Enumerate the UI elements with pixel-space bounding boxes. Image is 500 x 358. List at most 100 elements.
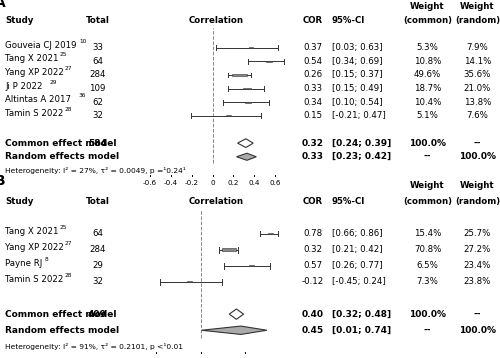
Text: (common): (common) [403, 197, 452, 206]
Text: COR: COR [302, 197, 322, 206]
Bar [243, 88, 251, 90]
Text: 100.0%: 100.0% [459, 152, 496, 161]
Text: 10: 10 [79, 39, 86, 44]
Text: Random effects model: Random effects model [5, 152, 119, 161]
Text: 64: 64 [92, 229, 103, 238]
Text: 584: 584 [88, 139, 107, 147]
Text: 7.3%: 7.3% [416, 277, 438, 286]
Text: Yang XP 2022: Yang XP 2022 [5, 243, 64, 252]
Text: 13.8%: 13.8% [464, 98, 491, 107]
Text: 25: 25 [59, 53, 66, 58]
Text: 62: 62 [92, 98, 103, 107]
Text: 5.1%: 5.1% [416, 111, 438, 120]
Text: [0.66; 0.86]: [0.66; 0.86] [332, 229, 382, 238]
Text: 409: 409 [88, 310, 107, 319]
Text: -0.6: -0.6 [143, 180, 158, 186]
Text: 95%-CI: 95%-CI [332, 16, 365, 25]
Text: 0.37: 0.37 [303, 43, 322, 52]
Text: Weight: Weight [410, 2, 445, 11]
Text: 25.7%: 25.7% [464, 229, 491, 238]
Text: 0.2: 0.2 [228, 180, 239, 186]
Text: [0.26; 0.77]: [0.26; 0.77] [332, 261, 382, 270]
Text: 36: 36 [79, 93, 86, 98]
Text: Tamin S 2022: Tamin S 2022 [5, 275, 64, 284]
Text: Heterogeneity: I² = 27%, τ² = 0.0049, p =¹0.24¹: Heterogeneity: I² = 27%, τ² = 0.0049, p … [5, 167, 186, 174]
Text: 0.57: 0.57 [303, 261, 322, 270]
Bar [188, 281, 192, 282]
Text: 33: 33 [92, 43, 103, 52]
Text: 0.78: 0.78 [303, 229, 322, 238]
Text: Tang X 2021: Tang X 2021 [5, 227, 59, 236]
Polygon shape [238, 139, 253, 147]
Text: Total: Total [86, 16, 110, 25]
Text: Gouveia CJ 2019: Gouveia CJ 2019 [5, 41, 76, 50]
Text: Payne RJ: Payne RJ [5, 259, 42, 268]
Text: [0.34; 0.69]: [0.34; 0.69] [332, 57, 382, 66]
Text: Total: Total [86, 197, 110, 206]
Text: 7.9%: 7.9% [466, 43, 488, 52]
Text: 29: 29 [92, 261, 103, 270]
Text: Tamin S 2022: Tamin S 2022 [5, 109, 64, 118]
Text: 70.8%: 70.8% [414, 245, 441, 254]
Text: 95%-CI: 95%-CI [332, 197, 365, 206]
Text: 0.54: 0.54 [303, 57, 322, 66]
Text: Weight: Weight [460, 2, 495, 11]
Text: 64: 64 [92, 57, 103, 66]
Text: 28: 28 [64, 273, 72, 278]
Text: 23.8%: 23.8% [464, 277, 491, 286]
Text: [0.23; 0.42]: [0.23; 0.42] [332, 152, 390, 161]
Text: B: B [0, 174, 6, 188]
Text: [0.03; 0.63]: [0.03; 0.63] [332, 43, 382, 52]
Text: 18.7%: 18.7% [414, 84, 441, 93]
Text: 284: 284 [89, 71, 106, 79]
Text: 14.1%: 14.1% [464, 57, 491, 66]
Text: Random effects model: Random effects model [5, 326, 119, 335]
Text: 21.0%: 21.0% [464, 84, 491, 93]
Polygon shape [202, 326, 267, 334]
Bar [249, 47, 254, 48]
Text: 28: 28 [64, 107, 72, 112]
Bar [250, 265, 254, 266]
Text: 10.8%: 10.8% [414, 57, 441, 66]
Text: 0.32: 0.32 [302, 139, 324, 147]
Text: 100.0%: 100.0% [409, 139, 446, 147]
Text: Weight: Weight [460, 181, 495, 190]
Text: 29: 29 [50, 80, 57, 85]
Text: 15.4%: 15.4% [414, 229, 441, 238]
Text: Common effect model: Common effect model [5, 139, 116, 147]
Text: Tang X 2021: Tang X 2021 [5, 54, 59, 63]
Text: (random): (random) [455, 16, 500, 25]
Text: 8: 8 [44, 257, 48, 262]
Text: (random): (random) [455, 197, 500, 206]
Text: Weight: Weight [410, 181, 445, 190]
Text: --: -- [474, 139, 481, 147]
Text: Study: Study [5, 197, 34, 206]
Text: Correlation: Correlation [189, 16, 244, 25]
Text: 32: 32 [92, 277, 103, 286]
Bar [226, 115, 230, 116]
Text: 109: 109 [90, 84, 106, 93]
Text: 0.34: 0.34 [303, 98, 322, 107]
Text: 32: 32 [92, 111, 103, 120]
Text: Heterogeneity: I² = 91%, τ² = 0.2101, p <¹0.01: Heterogeneity: I² = 91%, τ² = 0.2101, p … [5, 343, 183, 350]
Text: 23.4%: 23.4% [464, 261, 491, 270]
Text: 100.0%: 100.0% [409, 310, 446, 319]
Polygon shape [229, 309, 244, 319]
Text: --: -- [424, 152, 431, 161]
Text: 0.32: 0.32 [303, 245, 322, 254]
Text: A: A [0, 0, 6, 10]
Text: 7.6%: 7.6% [466, 111, 488, 120]
Text: [0.01; 0.74]: [0.01; 0.74] [332, 326, 390, 335]
Text: Common effect model: Common effect model [5, 310, 116, 319]
Text: Altintas A 2017: Altintas A 2017 [5, 95, 71, 104]
Text: 0: 0 [210, 180, 215, 186]
Text: (common): (common) [403, 16, 452, 25]
Text: 49.6%: 49.6% [414, 71, 441, 79]
Text: 0.33: 0.33 [302, 152, 324, 161]
Text: Study: Study [5, 16, 34, 25]
Bar [222, 248, 236, 251]
Text: -0.2: -0.2 [184, 180, 199, 186]
Text: 27.2%: 27.2% [464, 245, 491, 254]
Text: [0.15; 0.37]: [0.15; 0.37] [332, 71, 382, 79]
Text: [0.32; 0.48]: [0.32; 0.48] [332, 310, 390, 319]
